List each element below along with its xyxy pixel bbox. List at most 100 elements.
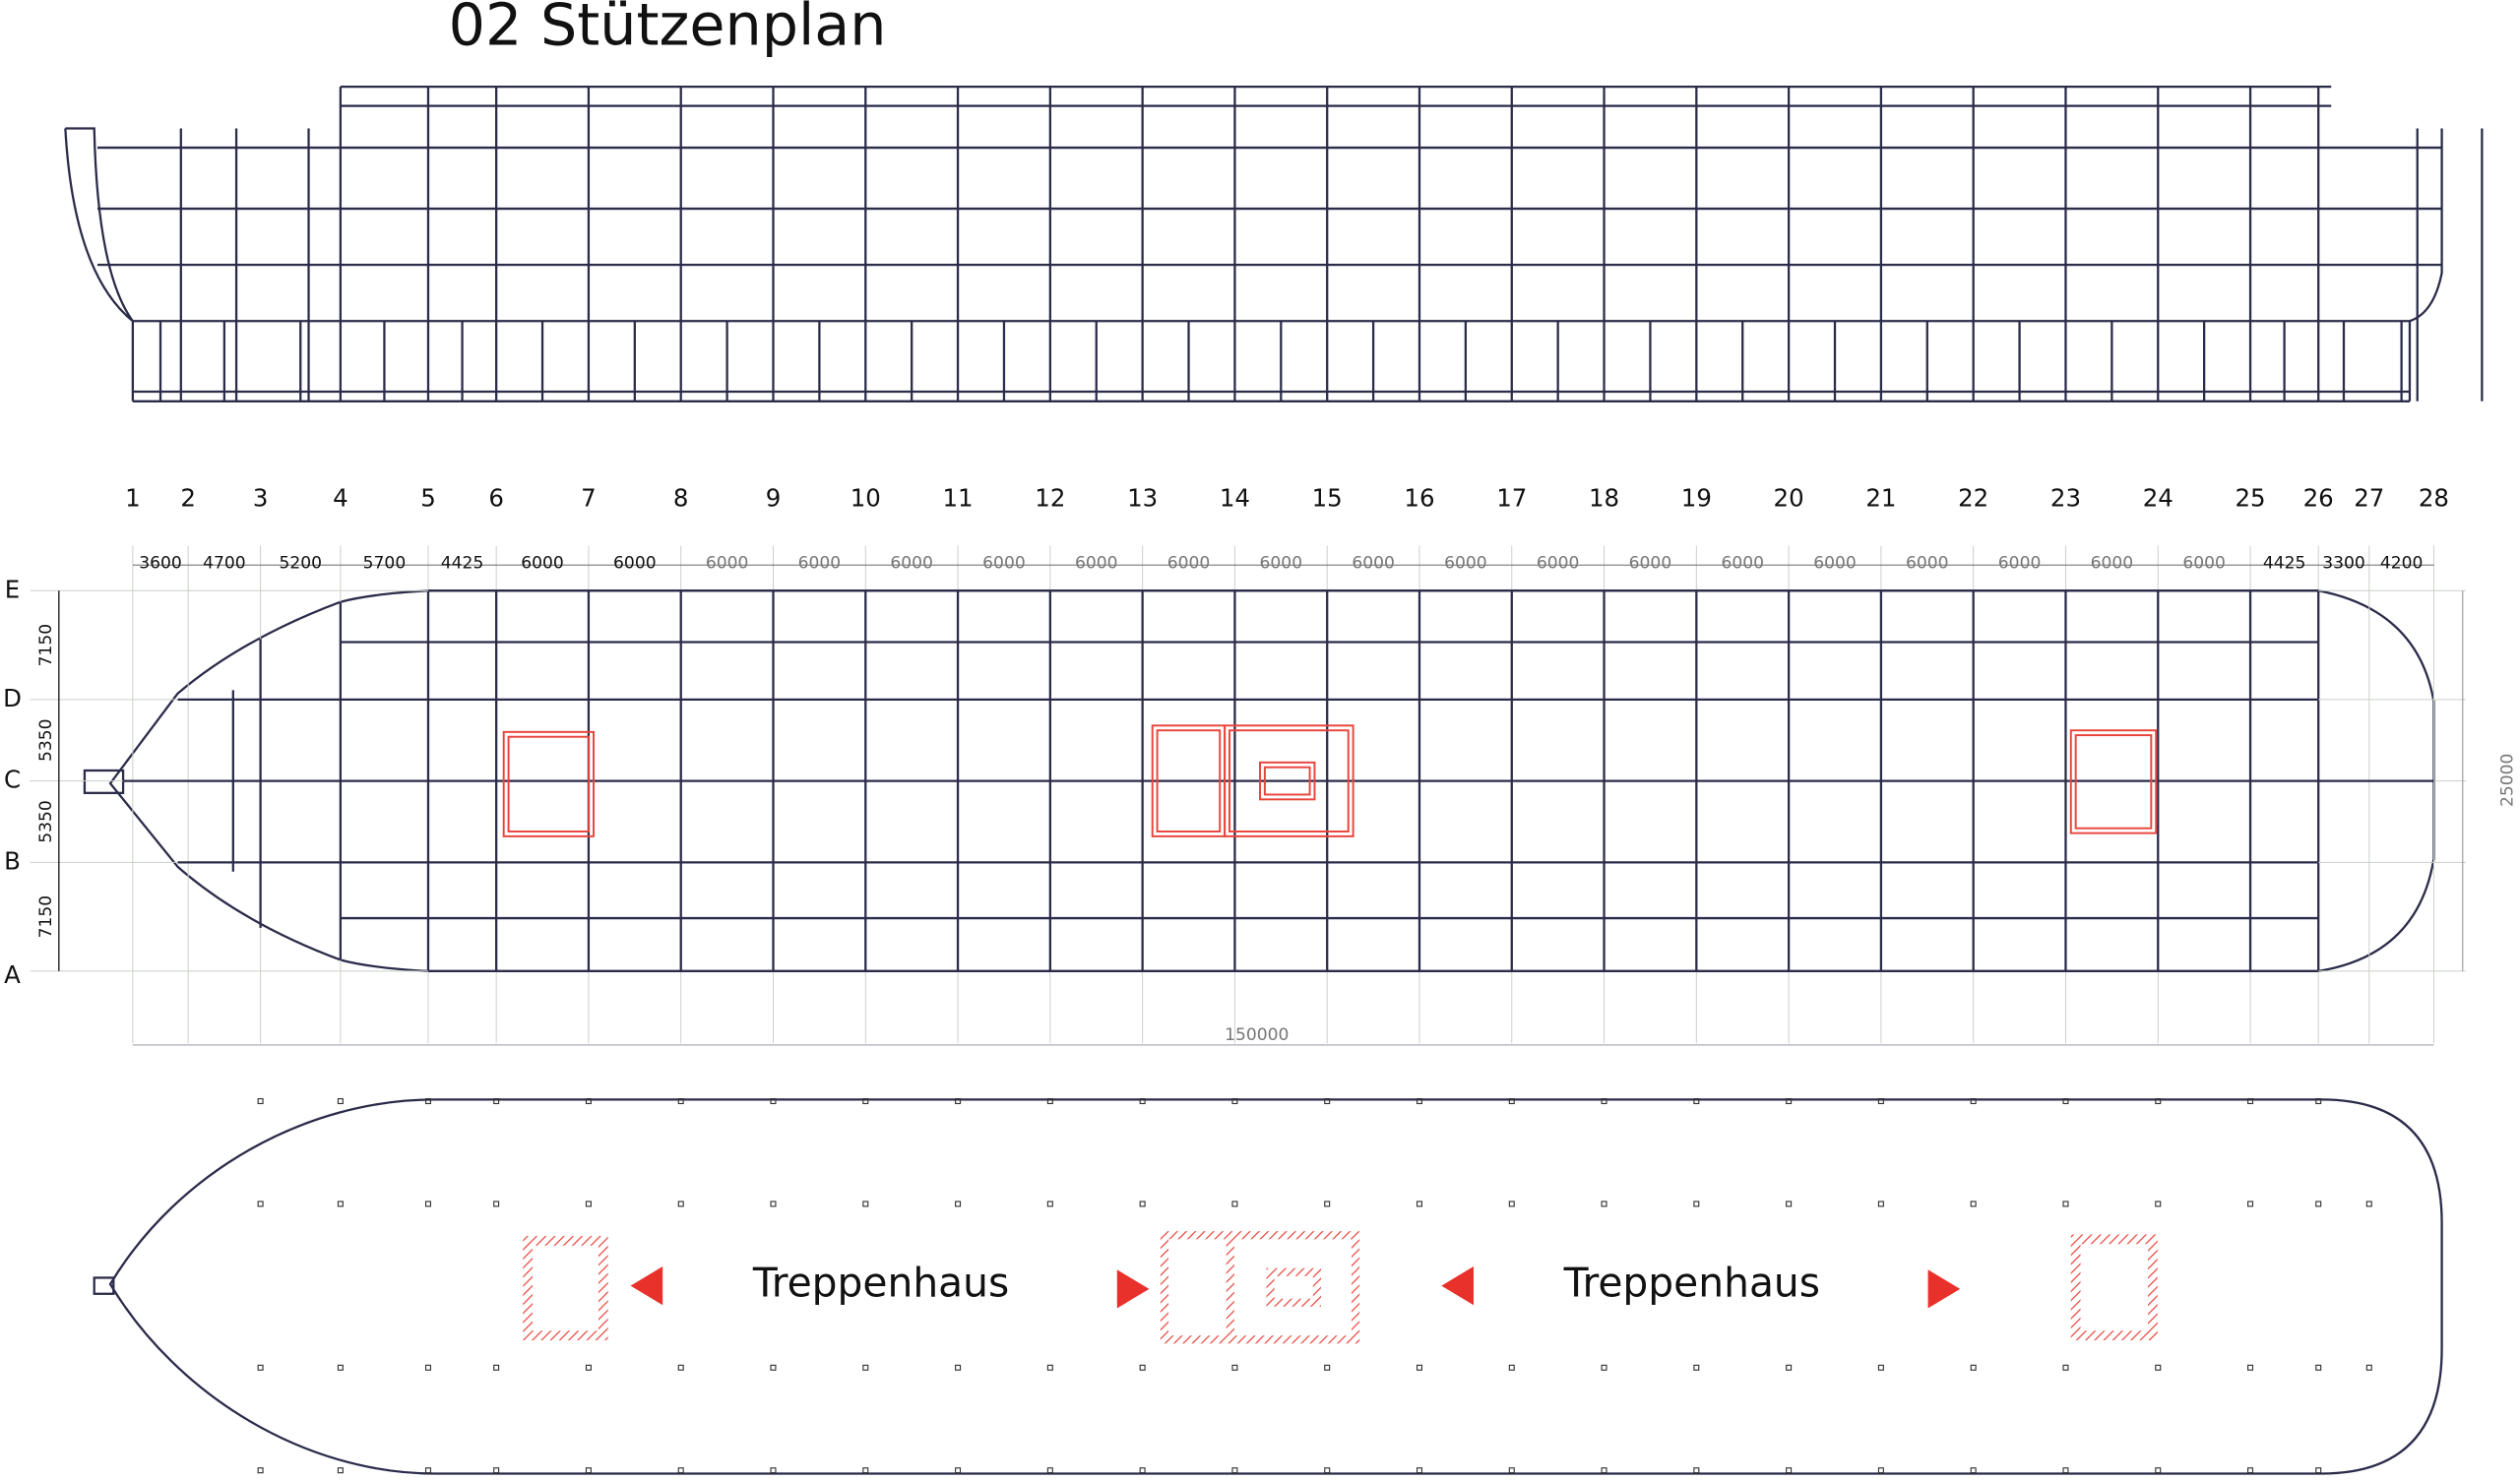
column-dot bbox=[337, 1201, 344, 1207]
column-dot bbox=[424, 1098, 431, 1105]
axis-spacing: 6000 bbox=[1629, 554, 1672, 574]
axis-spacing: 6000 bbox=[613, 554, 657, 574]
axis-label: 13 bbox=[1127, 483, 1158, 512]
column-dot bbox=[1508, 1201, 1515, 1207]
axis-label: 11 bbox=[943, 483, 974, 512]
row-label: B bbox=[4, 846, 21, 875]
row-label: E bbox=[5, 575, 20, 603]
column-dot bbox=[2247, 1364, 2254, 1371]
column-dot bbox=[2062, 1467, 2069, 1474]
axis-spacing: 6000 bbox=[1260, 554, 1303, 574]
axis-spacing: 6000 bbox=[521, 554, 564, 574]
axis-label: 4 bbox=[333, 483, 348, 512]
column-dot bbox=[2365, 1364, 2372, 1371]
room-label: Treppenhaus bbox=[1563, 1260, 1820, 1307]
axis-spacing: 6000 bbox=[1444, 554, 1487, 574]
axis-label: 7 bbox=[581, 483, 597, 512]
column-dot bbox=[1416, 1467, 1423, 1474]
column-dot bbox=[1416, 1364, 1423, 1371]
column-dot bbox=[677, 1364, 684, 1371]
column-dot bbox=[1046, 1467, 1053, 1474]
column-dot bbox=[1877, 1467, 1884, 1474]
column-dot bbox=[1601, 1201, 1607, 1207]
axis-spacing: 3600 bbox=[139, 554, 182, 574]
column-dot bbox=[1324, 1467, 1331, 1474]
column-dot bbox=[1231, 1098, 1238, 1105]
column-dot bbox=[1601, 1467, 1607, 1474]
column-dot bbox=[1601, 1098, 1607, 1105]
stern-frame bbox=[2408, 128, 2443, 401]
axis-label: 14 bbox=[1220, 483, 1250, 512]
column-dot bbox=[770, 1098, 777, 1105]
column-dot bbox=[1139, 1098, 1146, 1105]
lift-opening-inner bbox=[1274, 1275, 1313, 1299]
row-label: D bbox=[3, 684, 22, 712]
axis-spacing: 6000 bbox=[1352, 554, 1395, 574]
axis-label: 21 bbox=[1865, 483, 1896, 512]
axis-label: 26 bbox=[2303, 483, 2334, 512]
axis-label: 3 bbox=[253, 483, 269, 512]
column-dot bbox=[585, 1467, 592, 1474]
row-spacing: 7150 bbox=[36, 624, 56, 667]
opening bbox=[1224, 724, 1354, 837]
arrow bbox=[1441, 1266, 1474, 1306]
column-dot bbox=[1508, 1467, 1515, 1474]
axis-spacing: 4700 bbox=[203, 554, 246, 574]
column-dot bbox=[2155, 1364, 2162, 1371]
column-dot bbox=[1786, 1098, 1793, 1105]
column-dot bbox=[955, 1098, 962, 1105]
axis-label: 10 bbox=[850, 483, 881, 512]
column-dot bbox=[2155, 1201, 2162, 1207]
axis-label: 2 bbox=[180, 483, 196, 512]
axis-label: 15 bbox=[1312, 483, 1343, 512]
axis-spacing: 5700 bbox=[363, 554, 407, 574]
axis-label: 6 bbox=[488, 483, 504, 512]
axis-spacing: 4425 bbox=[2263, 554, 2306, 574]
axis-spacing: 6000 bbox=[1813, 554, 1857, 574]
row-spacing: 7150 bbox=[36, 895, 56, 939]
column-dot bbox=[1693, 1201, 1700, 1207]
column-dot bbox=[1693, 1364, 1700, 1371]
axis-label: 9 bbox=[766, 483, 782, 512]
axis-spacing: 5200 bbox=[279, 554, 322, 574]
axis-label: 20 bbox=[1774, 483, 1804, 512]
axis-label: 12 bbox=[1035, 483, 1065, 512]
opening bbox=[2074, 734, 2153, 830]
column-dot bbox=[337, 1098, 344, 1105]
column-dot bbox=[1786, 1364, 1793, 1371]
column-dot bbox=[2247, 1467, 2254, 1474]
column-dot bbox=[585, 1098, 592, 1105]
arrow bbox=[1927, 1269, 1961, 1309]
column-dot bbox=[1324, 1364, 1331, 1371]
column-dot bbox=[2247, 1098, 2254, 1105]
column-dot bbox=[1786, 1201, 1793, 1207]
axis-label: 27 bbox=[2354, 483, 2384, 512]
column-dot bbox=[1877, 1201, 1884, 1207]
hull-outline bbox=[108, 1098, 2443, 1475]
column-dot bbox=[1693, 1467, 1700, 1474]
column-dot bbox=[2247, 1201, 2254, 1207]
elevation bbox=[64, 85, 2484, 402]
axis-spacing: 6000 bbox=[1906, 554, 1949, 574]
column-dot bbox=[1046, 1201, 1053, 1207]
axis-spacing: 6000 bbox=[706, 554, 749, 574]
column-dot bbox=[493, 1467, 500, 1474]
column-dot bbox=[1877, 1098, 1884, 1105]
column-dot bbox=[677, 1201, 684, 1207]
axis-label: 5 bbox=[420, 483, 436, 512]
column-dot bbox=[337, 1364, 344, 1371]
column-dot bbox=[770, 1364, 777, 1371]
column-dot bbox=[1970, 1201, 1977, 1207]
column-dot bbox=[1324, 1098, 1331, 1105]
column-dot bbox=[2155, 1467, 2162, 1474]
column-dot bbox=[257, 1201, 264, 1207]
opening bbox=[2069, 729, 2158, 834]
column-dot bbox=[677, 1098, 684, 1105]
column-dot bbox=[2315, 1098, 2322, 1105]
total-width: 25000 bbox=[2497, 754, 2517, 807]
column-dot bbox=[1508, 1098, 1515, 1105]
axis-label: 1 bbox=[125, 483, 141, 512]
column-dot bbox=[257, 1098, 264, 1105]
column-dot bbox=[585, 1201, 592, 1207]
